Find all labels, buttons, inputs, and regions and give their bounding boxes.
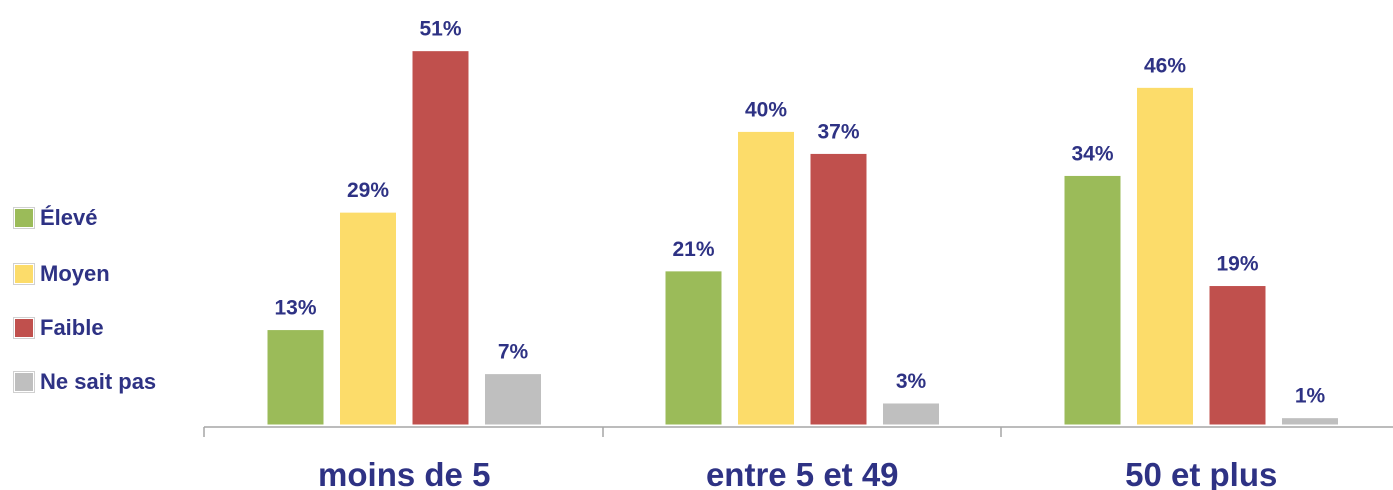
bar-1-0 <box>665 271 722 425</box>
data-label-1-2: 37% <box>817 120 859 143</box>
data-label-0-1: 29% <box>347 179 389 202</box>
data-label-1-3: 3% <box>896 370 927 393</box>
bar-1-3 <box>883 403 940 425</box>
bar-0-0 <box>267 330 324 425</box>
data-label-2-2: 19% <box>1216 253 1258 276</box>
data-label-2-0: 34% <box>1071 142 1113 165</box>
bar-1-1 <box>738 131 795 425</box>
bar-2-1 <box>1137 87 1194 425</box>
data-label-0-2: 51% <box>419 18 461 41</box>
data-label-2-1: 46% <box>1144 54 1186 77</box>
category-label-1: entre 5 et 49 <box>706 456 899 490</box>
data-label-0-0: 13% <box>274 297 316 320</box>
data-label-1-0: 21% <box>672 238 714 261</box>
data-label-0-3: 7% <box>498 341 529 364</box>
bar-2-3 <box>1282 418 1339 425</box>
bar-2-0 <box>1064 175 1121 425</box>
category-label-0: moins de 5 <box>318 456 490 490</box>
bar-2-2 <box>1209 286 1266 425</box>
bar-0-3 <box>485 374 542 425</box>
bar-0-1 <box>340 212 397 425</box>
data-label-1-1: 40% <box>745 98 787 121</box>
bar-0-2 <box>412 51 469 425</box>
category-label-2: 50 et plus <box>1125 456 1277 490</box>
data-label-2-3: 1% <box>1295 385 1326 408</box>
bar-1-2 <box>810 153 867 425</box>
